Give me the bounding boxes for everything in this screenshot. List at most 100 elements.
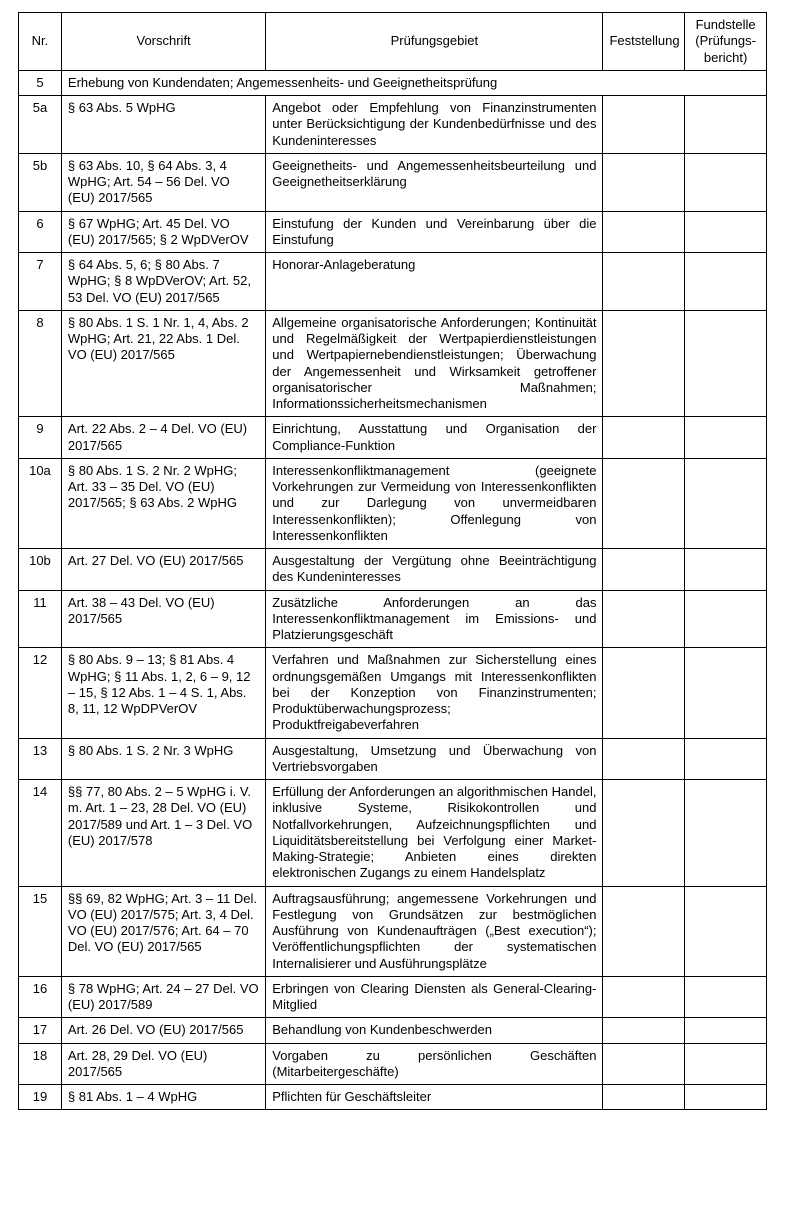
cell-nr: 7 <box>19 253 62 311</box>
cell-nr: 8 <box>19 310 62 417</box>
cell-vorschrift: § 81 Abs. 1 – 4 WpHG <box>61 1085 265 1110</box>
cell-vorschrift: § 67 WpHG; Art. 45 Del. VO (EU) 2017/565… <box>61 211 265 253</box>
cell-fundstelle <box>685 738 767 780</box>
table-row: 14§§ 77, 80 Abs. 2 – 5 WpHG i. V. m. Art… <box>19 780 767 887</box>
cell-nr: 17 <box>19 1018 62 1043</box>
cell-vorschrift: § 63 Abs. 10, § 64 Abs. 3, 4 WpHG; Art. … <box>61 153 265 211</box>
table-row: 7§ 64 Abs. 5, 6; § 80 Abs. 7 WpHG; § 8 W… <box>19 253 767 311</box>
section-row: 5 Erhebung von Kundendaten; Angemessenhe… <box>19 70 767 95</box>
table-row: 8§ 80 Abs. 1 S. 1 Nr. 1, 4, Abs. 2 WpHG;… <box>19 310 767 417</box>
table-row: 9Art. 22 Abs. 2 – 4 Del. VO (EU) 2017/56… <box>19 417 767 459</box>
cell-nr: 9 <box>19 417 62 459</box>
table-row: 5b§ 63 Abs. 10, § 64 Abs. 3, 4 WpHG; Art… <box>19 153 767 211</box>
cell-vorschrift: Art. 27 Del. VO (EU) 2017/565 <box>61 549 265 591</box>
cell-nr: 16 <box>19 976 62 1018</box>
cell-feststellung <box>603 780 685 887</box>
cell-fundstelle <box>685 417 767 459</box>
cell-vorschrift: Art. 26 Del. VO (EU) 2017/565 <box>61 1018 265 1043</box>
cell-pruefungsgebiet: Verfahren und Maßnahmen zur Sicherstellu… <box>266 648 603 738</box>
cell-fundstelle <box>685 253 767 311</box>
col-header-fundstelle: Fundstelle (Prüfungs­bericht) <box>685 13 767 71</box>
cell-nr: 19 <box>19 1085 62 1110</box>
cell-nr: 5b <box>19 153 62 211</box>
cell-vorschrift: § 80 Abs. 1 S. 2 Nr. 2 WpHG; Art. 33 – 3… <box>61 458 265 548</box>
cell-pruefungsgebiet: Allgemeine organisatorische Anforderunge… <box>266 310 603 417</box>
cell-vorschrift: § 80 Abs. 1 S. 2 Nr. 3 WpHG <box>61 738 265 780</box>
cell-fundstelle <box>685 886 767 976</box>
table-row: 11Art. 38 – 43 Del. VO (EU) 2017/565Zusä… <box>19 590 767 648</box>
cell-fundstelle <box>685 590 767 648</box>
cell-vorschrift: Art. 38 – 43 Del. VO (EU) 2017/565 <box>61 590 265 648</box>
cell-feststellung <box>603 738 685 780</box>
table-row: 16§ 78 WpHG; Art. 24 – 27 Del. VO (EU) 2… <box>19 976 767 1018</box>
cell-pruefungsgebiet: Honorar-Anlageberatung <box>266 253 603 311</box>
table-row: 18Art. 28, 29 Del. VO (EU) 2017/565Vorga… <box>19 1043 767 1085</box>
table-head: Nr. Vorschrift Prüfungsgebiet Feststellu… <box>19 13 767 71</box>
cell-fundstelle <box>685 96 767 154</box>
cell-pruefungsgebiet: Behandlung von Kundenbeschwerden <box>266 1018 603 1043</box>
cell-pruefungsgebiet: Erfüllung der Anforderungen an algorithm… <box>266 780 603 887</box>
cell-nr: 10b <box>19 549 62 591</box>
cell-feststellung <box>603 1085 685 1110</box>
cell-nr: 5a <box>19 96 62 154</box>
cell-pruefungsgebiet: Einrichtung, Ausstattung und Organisatio… <box>266 417 603 459</box>
cell-feststellung <box>603 648 685 738</box>
cell-pruefungsgebiet: Interessenkonfliktmanagement (geeignete … <box>266 458 603 548</box>
table-row: 5a§ 63 Abs. 5 WpHGAngebot oder Empfehlun… <box>19 96 767 154</box>
cell-vorschrift: § 78 WpHG; Art. 24 – 27 Del. VO (EU) 201… <box>61 976 265 1018</box>
cell-vorschrift: § 80 Abs. 9 – 13; § 81 Abs. 4 WpHG; § 11… <box>61 648 265 738</box>
cell-nr: 13 <box>19 738 62 780</box>
cell-fundstelle <box>685 648 767 738</box>
section-title: Erhebung von Kundendaten; Angemessenheit… <box>61 70 766 95</box>
cell-vorschrift: § 80 Abs. 1 S. 1 Nr. 1, 4, Abs. 2 WpHG; … <box>61 310 265 417</box>
cell-feststellung <box>603 549 685 591</box>
cell-fundstelle <box>685 976 767 1018</box>
cell-feststellung <box>603 417 685 459</box>
cell-feststellung <box>603 590 685 648</box>
table-row: 10a§ 80 Abs. 1 S. 2 Nr. 2 WpHG; Art. 33 … <box>19 458 767 548</box>
cell-nr: 6 <box>19 211 62 253</box>
cell-pruefungsgebiet: Einstufung der Kunden und Vereinbarung ü… <box>266 211 603 253</box>
page: Nr. Vorschrift Prüfungsgebiet Feststellu… <box>0 0 785 1128</box>
cell-nr: 14 <box>19 780 62 887</box>
cell-feststellung <box>603 211 685 253</box>
cell-vorschrift: §§ 69, 82 WpHG; Art. 3 – 11 Del. VO (EU)… <box>61 886 265 976</box>
table-row: 15§§ 69, 82 WpHG; Art. 3 – 11 Del. VO (E… <box>19 886 767 976</box>
cell-pruefungsgebiet: Ausgestaltung der Vergütung ohne Beeintr… <box>266 549 603 591</box>
table-row: 19§ 81 Abs. 1 – 4 WpHGPflichten für Gesc… <box>19 1085 767 1110</box>
cell-feststellung <box>603 153 685 211</box>
cell-feststellung <box>603 310 685 417</box>
cell-feststellung <box>603 458 685 548</box>
cell-pruefungsgebiet: Geeignetheits- und Angemessenheitsbeurte… <box>266 153 603 211</box>
cell-feststellung <box>603 1043 685 1085</box>
col-header-pruefungsgebiet: Prüfungsgebiet <box>266 13 603 71</box>
cell-fundstelle <box>685 780 767 887</box>
cell-pruefungsgebiet: Zusätzliche Anforderungen an das Interes… <box>266 590 603 648</box>
cell-feststellung <box>603 253 685 311</box>
cell-pruefungsgebiet: Ausgestaltung, Umsetzung und Überwachung… <box>266 738 603 780</box>
col-header-feststellung: Feststellung <box>603 13 685 71</box>
table-row: 12§ 80 Abs. 9 – 13; § 81 Abs. 4 WpHG; § … <box>19 648 767 738</box>
cell-vorschrift: Art. 28, 29 Del. VO (EU) 2017/565 <box>61 1043 265 1085</box>
table-row: 13§ 80 Abs. 1 S. 2 Nr. 3 WpHGAusgestaltu… <box>19 738 767 780</box>
cell-nr: 10a <box>19 458 62 548</box>
cell-fundstelle <box>685 1043 767 1085</box>
table-row: 6§ 67 WpHG; Art. 45 Del. VO (EU) 2017/56… <box>19 211 767 253</box>
cell-nr: 15 <box>19 886 62 976</box>
cell-feststellung <box>603 96 685 154</box>
regulations-table: Nr. Vorschrift Prüfungsgebiet Feststellu… <box>18 12 767 1110</box>
cell-fundstelle <box>685 310 767 417</box>
cell-pruefungsgebiet: Auftragsausführung; angemessene Vorkehru… <box>266 886 603 976</box>
cell-vorschrift: § 63 Abs. 5 WpHG <box>61 96 265 154</box>
cell-fundstelle <box>685 153 767 211</box>
table-body: 5 Erhebung von Kundendaten; Angemessenhe… <box>19 70 767 1110</box>
cell-feststellung <box>603 886 685 976</box>
cell-pruefungsgebiet: Angebot oder Empfehlung von Finanzinstru… <box>266 96 603 154</box>
cell-feststellung <box>603 976 685 1018</box>
cell-fundstelle <box>685 549 767 591</box>
cell-fundstelle <box>685 1085 767 1110</box>
cell-vorschrift: Art. 22 Abs. 2 – 4 Del. VO (EU) 2017/565 <box>61 417 265 459</box>
table-row: 10bArt. 27 Del. VO (EU) 2017/565Ausgesta… <box>19 549 767 591</box>
cell-vorschrift: §§ 77, 80 Abs. 2 – 5 WpHG i. V. m. Art. … <box>61 780 265 887</box>
table-header-row: Nr. Vorschrift Prüfungsgebiet Feststellu… <box>19 13 767 71</box>
